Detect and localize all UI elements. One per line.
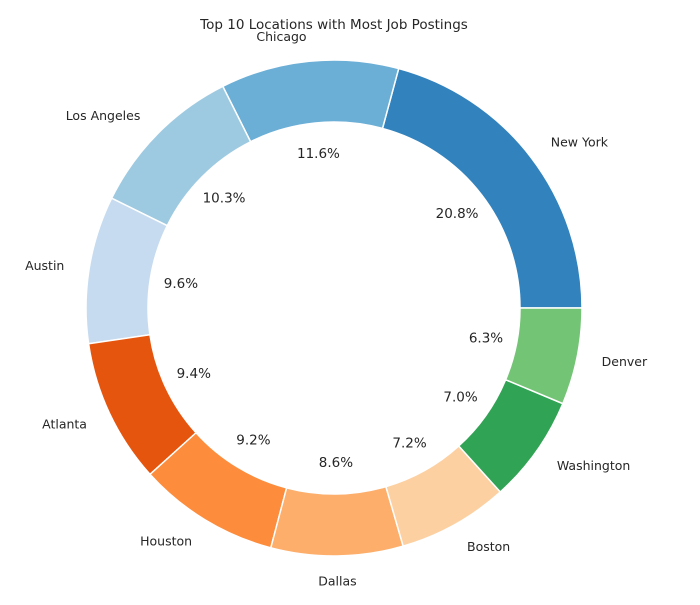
- percent-boston: 7.2%: [392, 435, 426, 451]
- label-houston: Houston: [140, 534, 192, 549]
- slice-austin: [85, 197, 169, 345]
- percent-atlanta: 9.4%: [177, 366, 211, 382]
- percent-washington: 7.0%: [443, 390, 477, 406]
- percent-chicago: 11.6%: [297, 146, 340, 162]
- percent-dallas: 8.6%: [319, 455, 353, 471]
- slice-chicago: [221, 59, 400, 143]
- label-new-york: New York: [551, 135, 609, 150]
- percent-houston: 9.2%: [236, 432, 270, 448]
- label-washington: Washington: [557, 458, 630, 473]
- percent-new-york: 20.8%: [436, 206, 479, 222]
- label-los-angeles: Los Angeles: [66, 108, 141, 123]
- percent-austin: 9.6%: [164, 276, 198, 292]
- label-atlanta: Atlanta: [42, 417, 87, 432]
- chart-title: Top 10 Locations with Most Job Postings: [199, 17, 468, 33]
- label-chicago: Chicago: [256, 29, 306, 44]
- label-denver: Denver: [602, 354, 648, 369]
- label-boston: Boston: [467, 539, 510, 554]
- percent-labels: 20.8% 11.6% 10.3% 9.6% 9.4% 9.2% 8.6% 7.2% 7.0% 6…: [164, 146, 504, 471]
- percent-los-angeles: 10.3%: [203, 191, 246, 207]
- slice-new-york: [381, 67, 583, 309]
- label-austin: Austin: [25, 258, 64, 273]
- donut-slices: [85, 59, 583, 557]
- percent-denver: 6.3%: [469, 330, 503, 346]
- slice-dallas: [269, 485, 405, 557]
- category-labels: New York Chicago Los Angeles Austin Atlanta H…: [25, 29, 648, 589]
- slice-denver: [504, 307, 583, 405]
- label-dallas: Dallas: [318, 573, 356, 588]
